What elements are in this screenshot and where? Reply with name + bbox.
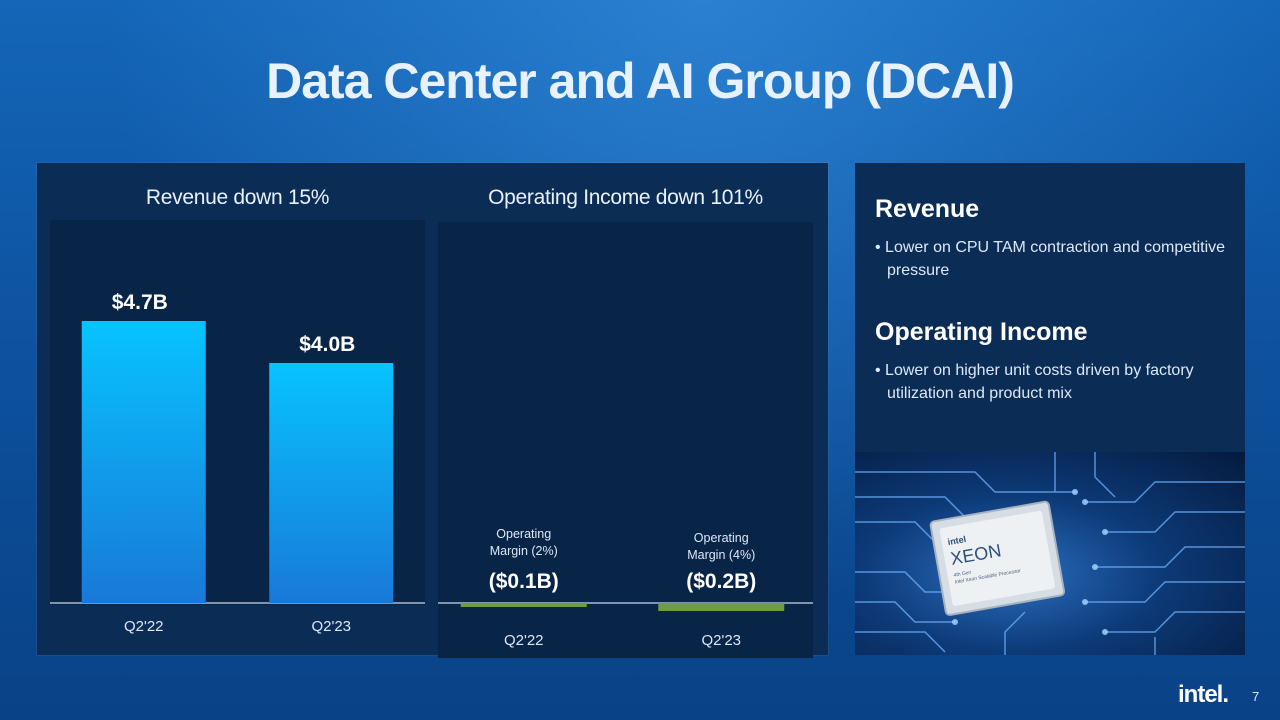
operating-income-bullet: • Lower on higher unit costs driven by f…	[875, 362, 1194, 402]
revenue-category-label: Q2'22	[124, 618, 164, 635]
revenue-bar	[269, 363, 394, 603]
xeon-processor-image: intel XEON 4th Gen Intel Xeon Scalable P…	[855, 452, 1245, 655]
intel-logo: intel.	[1178, 681, 1229, 708]
operating-income-heading: Operating Income	[875, 318, 1088, 346]
operating-income-category-label: Q2'23	[701, 632, 741, 649]
chip-gen: 4th Gen	[953, 570, 972, 579]
operating-income-bar	[460, 603, 587, 607]
revenue-category-label: Q2'23	[311, 618, 351, 635]
chip-brand: intel	[947, 534, 967, 547]
page-number: 7	[1252, 689, 1260, 704]
operating-margin-label: Operating	[694, 531, 749, 545]
operating-income-chart-area	[438, 222, 813, 658]
revenue-chart-title: Revenue down 15%	[145, 186, 330, 209]
revenue-bullet: • Lower on CPU TAM contraction and compe…	[875, 239, 1226, 279]
revenue-bar	[81, 321, 206, 603]
revenue-heading: Revenue	[875, 195, 980, 223]
operating-margin-label: Margin (2%)	[490, 544, 558, 558]
operating-margin-label: Operating	[496, 527, 551, 541]
slide-title: Data Center and AI Group (DCAI)	[266, 53, 1015, 109]
operating-margin-label: Margin (4%)	[687, 548, 755, 562]
operating-income-chart-title: Operating Income down 101%	[488, 186, 763, 209]
operating-income-bar	[658, 603, 785, 611]
operating-income-category-label: Q2'22	[504, 632, 544, 649]
circuit-board-graphic: intel XEON 4th Gen Intel Xeon Scalable P…	[855, 452, 1245, 655]
revenue-value-label: $4.0B	[299, 333, 355, 356]
revenue-value-label: $4.7B	[112, 291, 168, 314]
operating-income-value-label: ($0.1B)	[489, 570, 559, 593]
operating-income-value-label: ($0.2B)	[686, 570, 756, 593]
